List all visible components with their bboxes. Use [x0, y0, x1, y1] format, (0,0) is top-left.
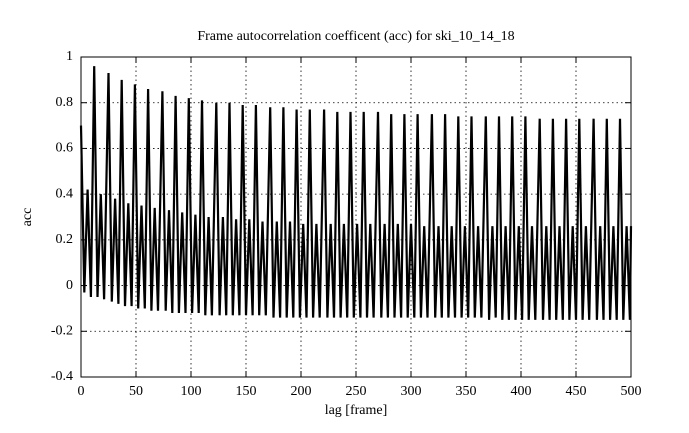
- x-tick-label: 50: [129, 384, 143, 399]
- x-tick-label: 200: [291, 384, 312, 399]
- x-tick-label: 350: [456, 384, 477, 399]
- x-tick-label: 450: [566, 384, 587, 399]
- y-tick-label: -0.2: [51, 324, 73, 339]
- y-tick-label: 0.6: [56, 141, 74, 156]
- y-tick-label: 1: [66, 49, 73, 64]
- plot-frame: [80, 56, 632, 378]
- y-tick-label: -0.4: [51, 369, 73, 384]
- line-series: [79, 66, 633, 320]
- x-tick-label: 250: [346, 384, 367, 399]
- x-tick-label: 300: [401, 384, 422, 399]
- y-tick-label: 0: [66, 278, 73, 293]
- y-tick-label: 0.2: [56, 232, 74, 247]
- chart-title: Frame autocorrelation coefficent (acc) f…: [197, 29, 514, 44]
- x-axis-label: lag [frame]: [325, 403, 388, 418]
- x-tick-label: 150: [236, 384, 257, 399]
- y-axis-label: acc: [20, 208, 35, 227]
- y-tick-label: 0.8: [56, 95, 74, 110]
- y-tick-label: 0.4: [56, 186, 74, 201]
- x-tick-label: 400: [511, 384, 532, 399]
- x-tick-label: 0: [78, 384, 85, 399]
- x-tick-label: 100: [181, 384, 202, 399]
- x-tick-label: 500: [621, 384, 642, 399]
